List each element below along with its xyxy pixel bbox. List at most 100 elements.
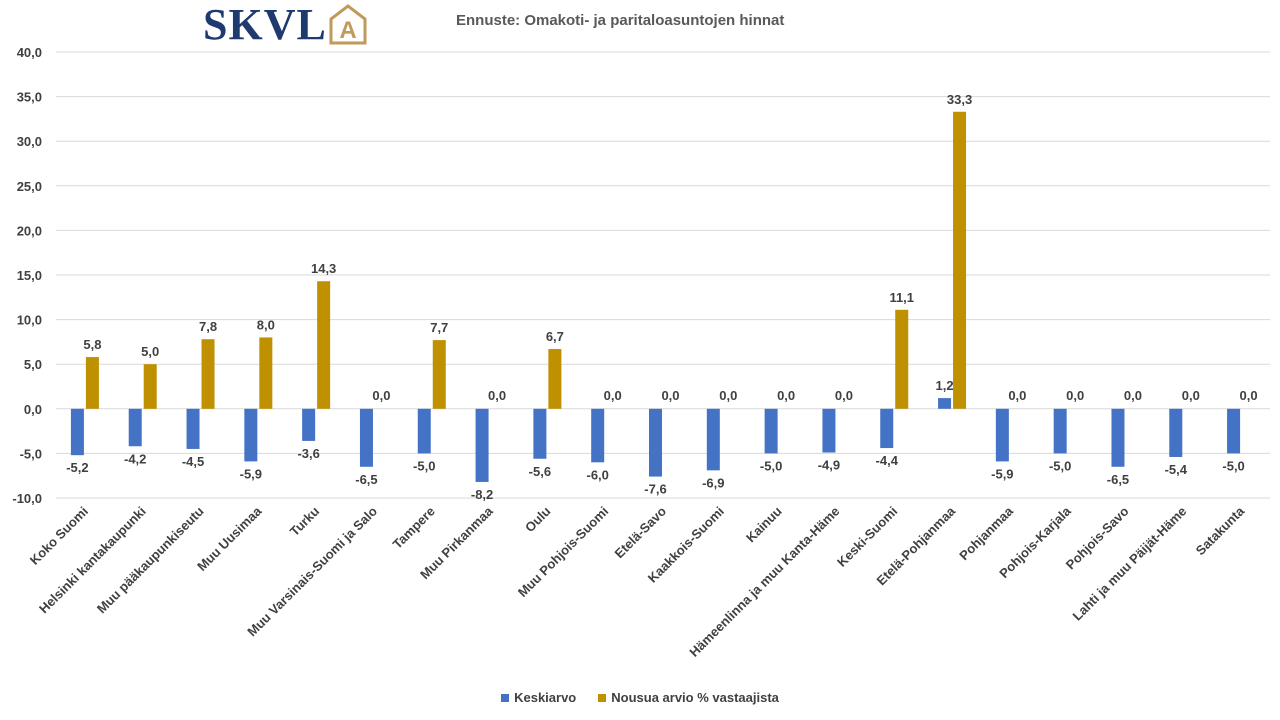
bar-keskiarvo — [417, 408, 431, 454]
data-label-keskiarvo: -5,2 — [66, 460, 88, 475]
bar-keskiarvo — [764, 408, 778, 454]
x-tick-label: Tampere — [390, 504, 438, 552]
bar-keskiarvo — [244, 408, 258, 462]
bar-keskiarvo — [475, 408, 489, 482]
data-label-nousua: 0,0 — [1008, 388, 1026, 403]
data-label-keskiarvo: -7,6 — [644, 482, 666, 497]
data-label-nousua: 11,1 — [889, 290, 914, 305]
bar-keskiarvo — [70, 408, 84, 456]
x-tick-label: Turku — [287, 503, 323, 539]
data-label-nousua: 5,8 — [83, 337, 101, 352]
data-label-keskiarvo: -5,4 — [1165, 462, 1188, 477]
y-tick-label: 30,0 — [17, 134, 42, 149]
bar-keskiarvo — [1169, 408, 1183, 457]
legend-label-keskiarvo: Keskiarvo — [514, 690, 577, 705]
data-label-keskiarvo: -3,6 — [297, 446, 319, 461]
x-tick-label: Pohjanmaa — [956, 503, 1016, 563]
legend-swatch-keskiarvo — [501, 693, 510, 702]
data-label-nousua: 7,8 — [199, 319, 217, 334]
data-label-nousua: 0,0 — [835, 388, 853, 403]
y-tick-label: 40,0 — [17, 45, 42, 60]
bar-keskiarvo — [706, 408, 720, 471]
data-label-keskiarvo: -6,9 — [702, 475, 724, 490]
data-label-keskiarvo: -6,5 — [355, 472, 377, 487]
x-tick-label: Etelä-Savo — [612, 503, 670, 561]
data-label-nousua: 33,3 — [947, 92, 972, 107]
bar-keskiarvo — [128, 408, 142, 447]
y-tick-label: -10,0 — [12, 491, 42, 506]
data-label-keskiarvo: -5,0 — [1049, 458, 1071, 473]
legend-item-keskiarvo: Keskiarvo — [501, 690, 576, 705]
data-label-keskiarvo: -8,2 — [471, 487, 493, 502]
x-tick-label: Oulu — [522, 503, 554, 535]
bar-chart: -10,0 -5,0 0,0 5,0 10,0 15,0 20,0 25,0 30,0 35,0 4… — [12, 45, 1270, 660]
data-label-keskiarvo: -5,0 — [413, 458, 435, 473]
data-label-nousua: 14,3 — [311, 261, 336, 276]
bar-keskiarvo — [591, 408, 605, 463]
bar-keskiarvo — [995, 408, 1009, 462]
bar-nousua — [143, 364, 157, 409]
data-label-keskiarvo: -6,0 — [586, 467, 608, 482]
bar-nousua — [953, 111, 967, 409]
data-label-keskiarvo: -5,9 — [991, 466, 1013, 481]
y-tick-label: 10,0 — [17, 313, 42, 328]
data-label-nousua: 0,0 — [604, 388, 622, 403]
bar-nousua — [317, 281, 331, 409]
bar-keskiarvo — [1227, 408, 1241, 454]
data-label-keskiarvo: -5,0 — [1222, 458, 1244, 473]
x-tick-label: Satakunta — [1193, 503, 1248, 558]
legend-label-nousua: Nousua arvio % vastaajista — [611, 690, 779, 705]
bar-nousua — [201, 339, 215, 409]
data-label-nousua: 0,0 — [777, 388, 795, 403]
y-tick-label: -5,0 — [20, 446, 42, 461]
data-label-keskiarvo: -4,5 — [182, 454, 204, 469]
y-tick-label: 15,0 — [17, 268, 42, 283]
skvla-logo: SKVL A — [203, 2, 368, 48]
data-label-nousua: 0,0 — [1240, 388, 1258, 403]
bar-keskiarvo — [533, 408, 547, 459]
data-label-keskiarvo: -4,2 — [124, 451, 146, 466]
x-tick-label: Lahti ja muu Päijät-Häme — [1069, 504, 1189, 624]
chart-title: Ennuste: Omakoti- ja paritaloasuntojen h… — [456, 12, 785, 29]
y-tick-label: 5,0 — [24, 357, 42, 372]
logo-text: SKVL — [203, 0, 327, 49]
bar-keskiarvo — [302, 408, 316, 441]
data-label-nousua: 0,0 — [719, 388, 737, 403]
bar-keskiarvo — [938, 398, 952, 409]
y-tick-label: 35,0 — [17, 90, 42, 105]
y-tick-label: 25,0 — [17, 179, 42, 194]
data-label-nousua: 7,7 — [430, 320, 448, 335]
data-label-nousua: 0,0 — [1124, 388, 1142, 403]
data-label-keskiarvo: -5,0 — [760, 458, 782, 473]
y-tick-label: 0,0 — [24, 402, 42, 417]
data-label-keskiarvo: -6,5 — [1107, 472, 1129, 487]
x-tick-label: Muu pääkaupunkiseutu — [94, 503, 207, 616]
data-label-keskiarvo: 1,2 — [936, 378, 954, 393]
data-label-keskiarvo: -5,6 — [529, 464, 551, 479]
x-tick-label: Koko Suomi — [27, 504, 91, 568]
data-label-nousua: 8,0 — [257, 317, 275, 332]
x-tick-label: Helsinki kantakaupunki — [36, 504, 149, 617]
bar-nousua — [85, 357, 99, 409]
data-label-nousua: 6,7 — [546, 329, 564, 344]
data-label-nousua: 0,0 — [488, 388, 506, 403]
bar-keskiarvo — [649, 408, 662, 477]
logo-house-icon: A — [329, 4, 367, 45]
chart-legend: Keskiarvo Nousua arvio % vastaajista — [0, 690, 1280, 705]
data-label-keskiarvo: -4,9 — [818, 458, 840, 473]
data-label-nousua: 0,0 — [661, 388, 679, 403]
legend-item-nousua: Nousua arvio % vastaajista — [598, 690, 779, 705]
bar-keskiarvo — [359, 408, 373, 467]
bar-nousua — [548, 349, 562, 409]
data-label-nousua: 0,0 — [1182, 388, 1200, 403]
bar-nousua — [895, 309, 909, 409]
data-label-nousua: 0,0 — [1066, 388, 1084, 403]
bar-nousua — [432, 340, 446, 409]
bar-keskiarvo — [186, 408, 200, 449]
legend-swatch-nousua — [598, 693, 607, 702]
bar-keskiarvo — [880, 408, 894, 449]
data-label-nousua: 5,0 — [141, 344, 159, 359]
data-label-keskiarvo: -5,9 — [240, 466, 262, 481]
bar-keskiarvo — [822, 408, 836, 453]
data-label-keskiarvo: -4,4 — [876, 453, 899, 468]
